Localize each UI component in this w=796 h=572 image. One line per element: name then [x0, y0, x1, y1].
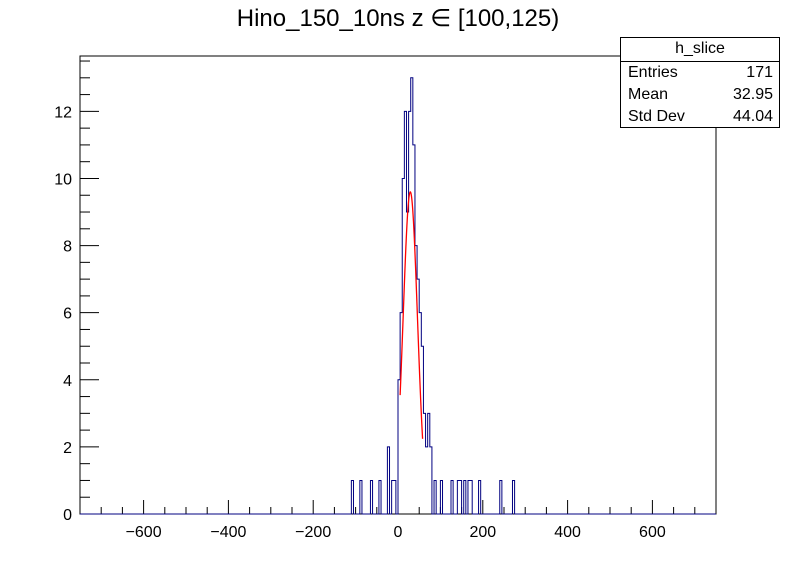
histogram-bin	[426, 447, 428, 514]
stats-value: 44.04	[732, 108, 773, 125]
x-tick-label: −400	[210, 524, 246, 541]
stats-row-mean: Mean 32.95	[621, 84, 779, 106]
stats-row-stddev: Std Dev 44.04	[621, 106, 779, 128]
y-tick-label: 0	[63, 507, 72, 524]
histogram-bin	[406, 212, 408, 514]
x-tick-label: 400	[554, 524, 581, 541]
chart-title: Hino_150_10ns z ∈ [100,125)	[236, 5, 560, 32]
stats-box: h_slice Entries 171 Mean 32.95 Std Dev 4…	[620, 37, 780, 128]
stats-label: Mean	[628, 86, 669, 103]
stats-label: Std Dev	[628, 108, 685, 125]
stats-value: 32.95	[732, 86, 773, 103]
y-tick-label: 4	[63, 373, 72, 390]
y-tick-label: 6	[63, 306, 72, 323]
stats-row-entries: Entries 171	[621, 62, 779, 84]
stats-label: Entries	[628, 64, 678, 81]
y-tick-label: 2	[63, 440, 72, 457]
x-tick-label: 200	[469, 524, 496, 541]
x-tick-label: −200	[295, 524, 331, 541]
y-tick-label: 10	[54, 171, 72, 188]
histogram-bins	[351, 78, 514, 514]
y-tick-label: 8	[63, 239, 72, 256]
x-axis: −600 −400 −200 0 200 400 600	[100, 500, 696, 541]
x-tick-label: −600	[126, 524, 162, 541]
y-tick-label: 12	[54, 104, 72, 121]
x-tick-label: 0	[394, 524, 403, 541]
x-tick-label: 600	[639, 524, 666, 541]
stats-value: 171	[746, 64, 773, 81]
histogram-outline	[80, 77, 716, 515]
y-axis: 0 2 4 6 8 10 12	[54, 60, 99, 524]
stats-header: h_slice	[621, 38, 779, 62]
gaussian-fit-curve	[399, 191, 424, 439]
